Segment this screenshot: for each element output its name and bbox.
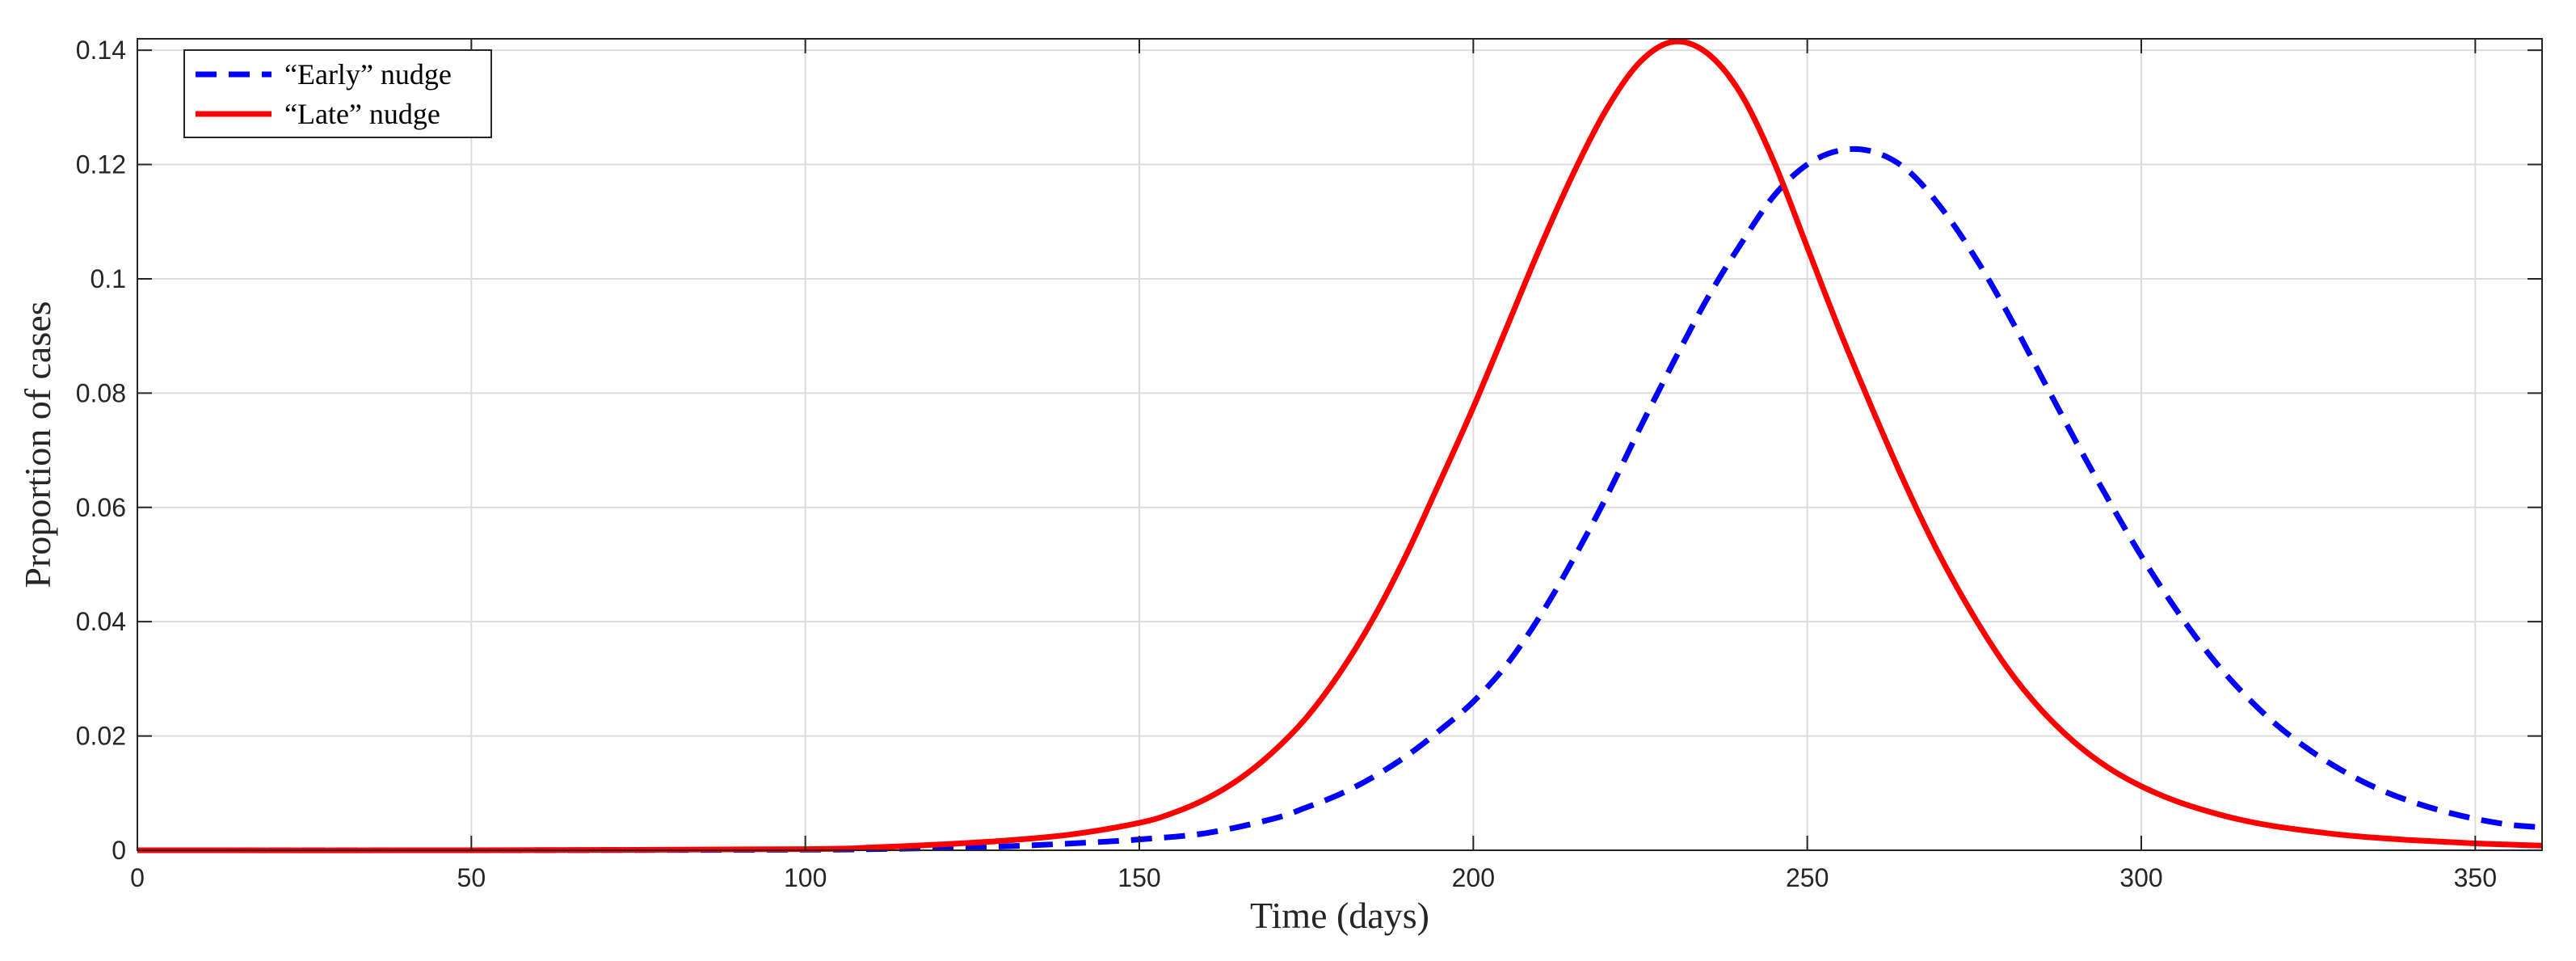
y-tick-label: 0.04 [76, 607, 126, 636]
y-tick-label: 0.06 [76, 493, 126, 522]
axes-frame [137, 38, 2543, 851]
series-line-early-nudge [137, 145, 2543, 854]
y-tick-label: 0.08 [76, 378, 126, 407]
legend-box [183, 49, 492, 138]
y-tick-label: 0.02 [76, 722, 126, 751]
x-tick-label: 350 [2454, 863, 2497, 892]
y-tick-label: 0 [112, 836, 126, 865]
x-tick-label: 50 [457, 863, 486, 892]
x-tick-label: 250 [1786, 863, 1829, 892]
x-axis-label: Time (days) [1250, 895, 1429, 936]
x-tick-label: 100 [784, 863, 827, 892]
legend-label-late-nudge: “Late” nudge [284, 98, 440, 130]
y-axis-label: Proportion of cases [17, 301, 58, 588]
series-line-late-nudge [137, 38, 2543, 854]
x-tick-label: 0 [130, 863, 145, 892]
x-tick-label: 300 [2119, 863, 2162, 892]
ticks: 0 50 100 150 200 250 300 350 0 0.02 0.04 0.06 0.08 0.… [76, 36, 2542, 892]
legend-label-early-nudge: “Early” nudge [284, 58, 452, 91]
series-layer [137, 38, 2543, 854]
y-tick-label: 0.12 [76, 150, 126, 179]
x-tick-label: 200 [1452, 863, 1495, 892]
x-tick-label: 150 [1118, 863, 1160, 892]
grid [137, 39, 2542, 851]
y-tick-label: 0.14 [76, 36, 126, 65]
legend: “Early” nudge “Late” nudge [183, 49, 492, 138]
y-tick-label: 0.1 [90, 264, 126, 293]
